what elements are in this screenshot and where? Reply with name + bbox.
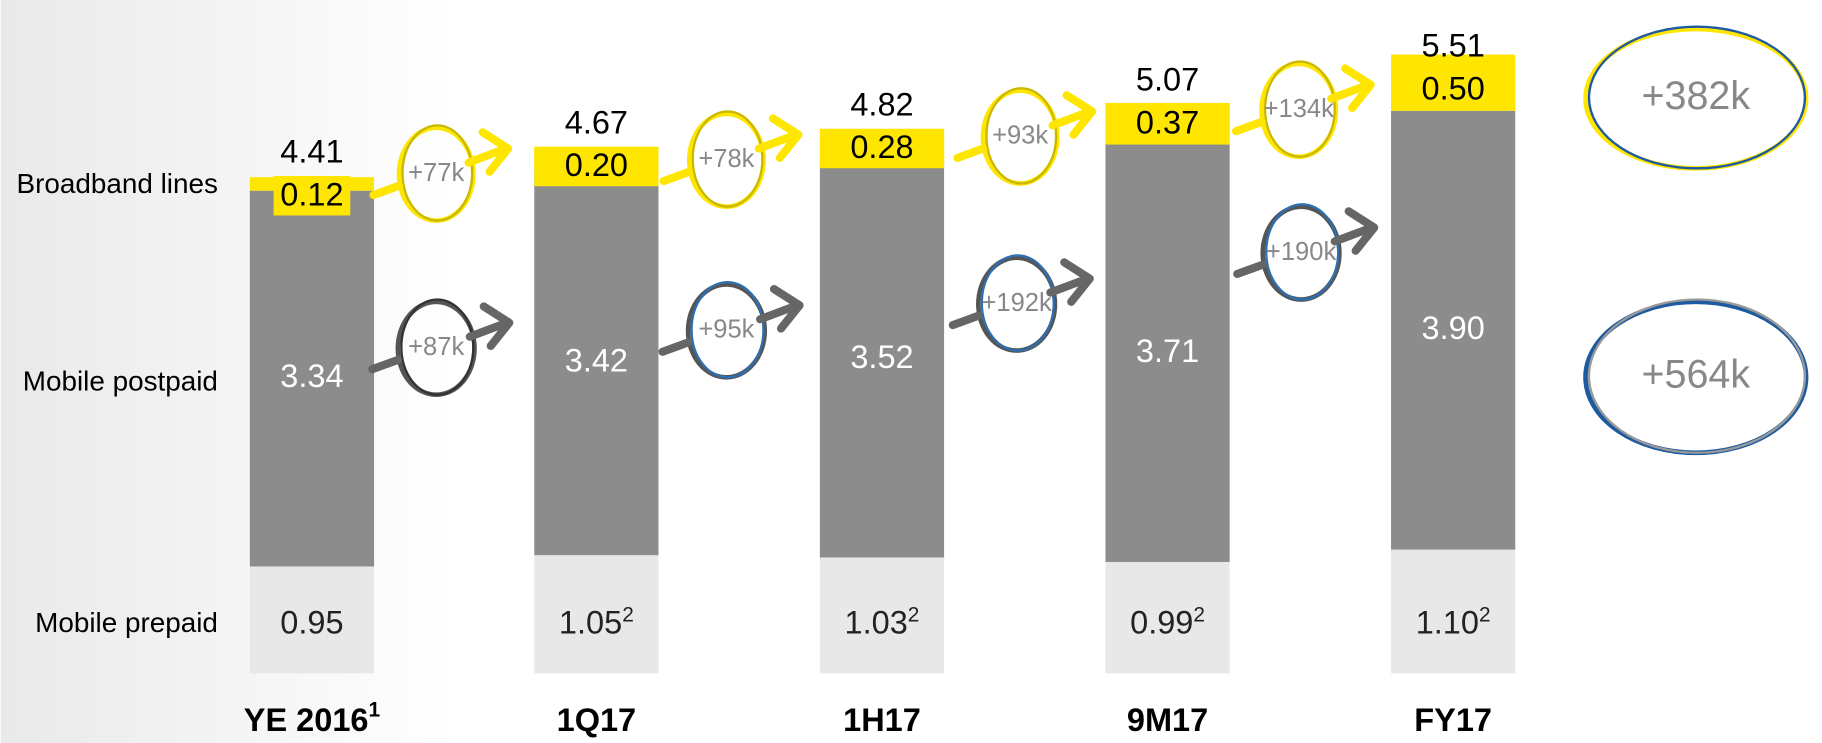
arrow: [658, 338, 693, 356]
increment-label: +134k: [1264, 95, 1335, 123]
value-label-box: [534, 146, 659, 187]
arrow: [1231, 117, 1266, 136]
value-label: 1.102: [1416, 603, 1491, 640]
total-label: 4.82: [850, 86, 913, 122]
value-label: 0.12: [280, 176, 343, 212]
arrow: [1233, 260, 1267, 279]
highlight-circle-accent: [400, 298, 475, 396]
category-text: YE 2016: [244, 702, 369, 738]
increment-label: +93k: [992, 122, 1048, 150]
total-label: 4.41: [280, 134, 343, 170]
series-label: Mobile prepaid: [35, 607, 218, 638]
category-label: YE 20161: [244, 698, 381, 738]
increment-label: +78k: [698, 145, 754, 173]
arrow: [659, 167, 694, 186]
footnote: 2: [622, 603, 634, 626]
value-label: 3.42: [565, 342, 628, 378]
increment-label: +95k: [698, 316, 754, 344]
bar-segment: [1105, 561, 1230, 674]
arrow: [465, 302, 514, 351]
bar-segment: [534, 170, 659, 556]
arrow: [756, 285, 804, 333]
highlight-circle-accent: [1265, 203, 1340, 301]
bar-segment: [534, 555, 659, 674]
category-text: 1Q17: [557, 702, 637, 738]
value-label-box: [1105, 103, 1230, 144]
value-label: 3.34: [280, 358, 343, 394]
bar-segment: [249, 190, 375, 567]
value-label-box: [273, 176, 351, 216]
increment-label: +564k: [1641, 353, 1750, 397]
value-label: 1.052: [559, 603, 634, 640]
arrow: [948, 311, 983, 330]
footnote: 2: [1479, 603, 1491, 626]
value-label-text: 1.05: [559, 604, 622, 640]
total-label: 5.07: [1136, 61, 1199, 97]
value-label: 1.032: [845, 603, 920, 640]
category-label: FY17: [1414, 702, 1492, 738]
category-label: 1H17: [843, 702, 921, 738]
bar-segment: [819, 161, 945, 558]
arrow: [368, 355, 402, 374]
arrow: [1327, 64, 1375, 113]
footnote: 2: [1193, 603, 1205, 626]
value-label-text: 0.99: [1130, 604, 1193, 640]
footnote: 1: [368, 698, 380, 721]
increment-label: +192k: [982, 289, 1053, 317]
total-label: 5.51: [1422, 28, 1485, 64]
highlight-circle-accent: [985, 87, 1058, 185]
value-label-text: 1.03: [845, 604, 908, 640]
category-text: 9M17: [1127, 702, 1208, 738]
increment-label: +77k: [408, 159, 464, 187]
series-label: Mobile postpaid: [23, 365, 218, 396]
category-text: FY17: [1414, 702, 1492, 738]
arrow: [1048, 91, 1097, 139]
footnote: 2: [908, 603, 920, 626]
arrow: [754, 114, 803, 162]
value-label: 0.37: [1136, 104, 1199, 140]
bar-segment: [1391, 110, 1516, 550]
value-label: 0.95: [280, 604, 343, 640]
value-label: 0.50: [1422, 71, 1485, 107]
highlight-circle-accent: [690, 280, 765, 379]
highlight-circle-accent: [1587, 298, 1807, 454]
category-label: 9M17: [1127, 702, 1208, 738]
highlight-circle-accent: [980, 254, 1055, 352]
value-label-box: [1391, 70, 1516, 110]
bar-segment: [1391, 549, 1516, 674]
highlight-circle-accent: [1587, 25, 1807, 170]
value-label: 3.52: [850, 339, 913, 375]
highlight-circle-accent: [401, 124, 474, 222]
arrow: [369, 181, 404, 200]
value-label: 0.992: [1130, 603, 1205, 640]
series-label: Broadband lines: [17, 168, 218, 199]
value-label-text: 0.95: [280, 604, 343, 640]
category-label: 1Q17: [557, 702, 637, 738]
category-text: 1H17: [843, 702, 921, 738]
increment-label: +87k: [408, 333, 464, 361]
arrow: [464, 128, 513, 176]
arrow: [1046, 258, 1094, 306]
total-label: 4.67: [565, 104, 628, 140]
bar-segment: [249, 566, 375, 674]
value-label: 0.28: [850, 129, 913, 165]
arrow: [953, 144, 988, 162]
highlight-circle-accent: [1263, 60, 1336, 158]
value-label: 3.90: [1422, 310, 1485, 346]
value-label-text: 1.10: [1416, 604, 1479, 640]
highlight-circle-accent: [691, 110, 764, 208]
bar-segment: [1105, 144, 1230, 562]
arrow: [1330, 207, 1379, 255]
increment-label: +382k: [1641, 74, 1750, 118]
value-label: 3.71: [1136, 333, 1199, 369]
value-label-box: [819, 128, 945, 169]
bar-segment: [819, 557, 945, 674]
increment-label: +190k: [1266, 238, 1337, 266]
value-label: 0.20: [565, 147, 628, 183]
